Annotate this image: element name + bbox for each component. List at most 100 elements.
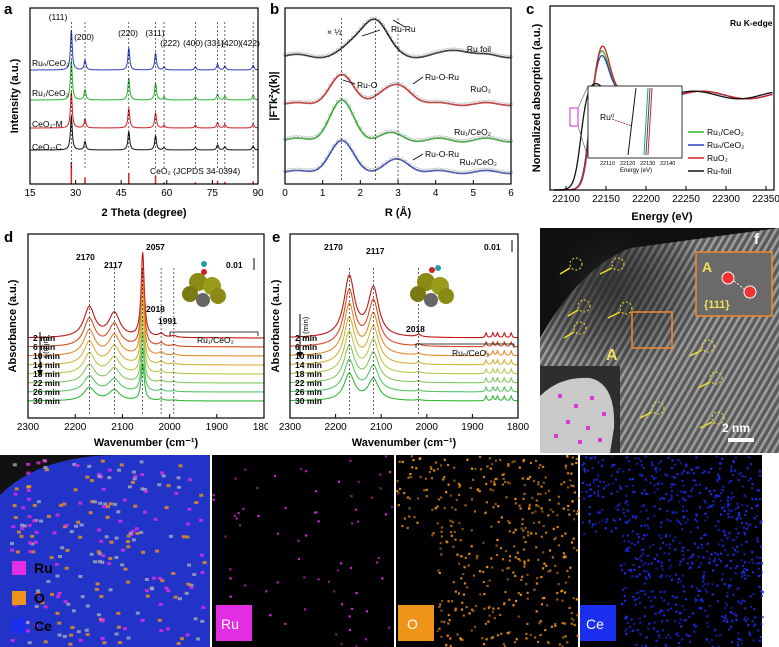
- exafs-fit-point: [298, 99, 302, 104]
- drifts-line: [27, 315, 264, 375]
- exafs-fit-point: [392, 129, 397, 134]
- exafs-fit-point: [388, 129, 393, 134]
- exafs-fit-point: [377, 165, 382, 170]
- exafs-fit-point: [403, 159, 408, 164]
- exafs-fit-point: [486, 51, 491, 55]
- x-tick-label: 1900: [206, 422, 229, 433]
- map-label-o: O: [407, 616, 418, 632]
- exafs-fit-point: [317, 132, 321, 137]
- x-tick-label: 2: [358, 188, 364, 199]
- panel-c: c 22100 22150 22200 22250 22300 22350 Energy …: [526, 1, 779, 223]
- exafs-fit-point: [373, 16, 378, 21]
- exafs-fit-point: [339, 137, 344, 142]
- peak-label: 1991: [158, 316, 177, 326]
- time-arrow-label: t (min): [41, 336, 50, 358]
- exafs-fit-point: [490, 168, 495, 172]
- panel-a-letter: a: [4, 1, 13, 18]
- exafs-fit-point: [403, 52, 408, 56]
- xanes-inset-label: Ru⁰: [600, 112, 615, 122]
- exafs-fit-point: [354, 155, 359, 160]
- peak-label: (111): [49, 12, 68, 22]
- exafs-fit-point: [358, 161, 363, 165]
- drifts-e-ylabel: Absorbance (a.u.): [270, 279, 282, 372]
- sample-label: Ru₁/CeO₂: [197, 335, 234, 345]
- exafs-fit-point: [467, 138, 472, 142]
- exafs-fit-point: [497, 53, 502, 58]
- exafs-fit-point: [335, 73, 340, 78]
- scale-label: 0.01: [484, 242, 501, 252]
- x-tick-label: 2100: [370, 422, 393, 433]
- exafs-fit-point: [414, 54, 419, 59]
- panel-c-letter: c: [526, 1, 534, 18]
- exafs-fit-point: [430, 51, 434, 56]
- exafs-fit-point: [471, 101, 476, 106]
- xanes-legend: Ru₁/CeO₂ Ruₙ/CeO₂ RuO₂ Ru-foil: [688, 127, 744, 176]
- x-tick-label: 2100: [111, 422, 134, 433]
- fft-spots: [721, 271, 757, 299]
- particle-ru-dots: [554, 394, 606, 444]
- exafs-fit-point: [388, 157, 393, 162]
- exafs-fit-point: [460, 139, 464, 143]
- xrd-sample-label: Ruₙ/CeO₂: [32, 58, 69, 68]
- panel-b-letter: b: [270, 1, 279, 18]
- exafs-fit-point: [354, 119, 359, 124]
- exafs-fit-point: [317, 97, 321, 102]
- exafs-fit-point: [418, 54, 423, 59]
- exafs-fit-point: [490, 100, 495, 104]
- exafs-annotation: Ru-O: [357, 80, 378, 90]
- exafs-fit-point: [384, 130, 389, 134]
- exafs-fit-point: [456, 170, 461, 175]
- exafs-fit-point: [505, 170, 510, 175]
- x-tick-label: 22300: [712, 194, 740, 205]
- peak-label: 2018: [146, 304, 165, 314]
- exafs-fit-point: [350, 111, 355, 116]
- exafs-fit-point: [301, 168, 306, 172]
- exafs-fit-point: [369, 16, 374, 21]
- panel-d: d 2300 2200 2100 2000 1900 1800 Wavenumber (c…: [4, 229, 268, 449]
- x-tick-label: 2300: [17, 422, 40, 433]
- region-label: A: [606, 347, 618, 364]
- exafs-fit-point: [479, 50, 483, 55]
- exafs-fit-point: [467, 170, 472, 174]
- exafs-fit-point: [309, 100, 314, 105]
- peak-label: (200): [74, 32, 94, 42]
- exafs-fit-point: [320, 161, 325, 166]
- drifts-e-frame: [289, 233, 519, 419]
- exafs-fit-point: [482, 50, 487, 55]
- exafs-fit-point: [441, 167, 446, 172]
- exafs-fit-point: [396, 81, 400, 86]
- exafs-annotation: Ru-O-Ru: [425, 149, 459, 159]
- map-label-ce: Ce: [586, 616, 604, 632]
- x-tick-label: 30: [70, 188, 82, 199]
- xrd-xlabel: 2 Theta (degree): [102, 207, 187, 219]
- exafs-fit-point: [494, 136, 498, 141]
- exafs-sample-label: Ru foil: [467, 44, 491, 54]
- panel-g: g Ru O Ce Ru O Ce: [0, 455, 765, 647]
- xrd-reference-label: CeO₂ (JCPDS 34-0394): [150, 166, 240, 176]
- xrd-sample-label: CeO₂-M: [32, 119, 63, 129]
- peak-label: (220): [118, 28, 138, 38]
- exafs-fit-point: [411, 137, 415, 142]
- xrd-line: [30, 92, 258, 129]
- exafs-fit-point: [426, 52, 430, 57]
- exafs-fit-point: [332, 77, 336, 82]
- exafs-annotation: Ru-Ru: [391, 24, 416, 34]
- exafs-fit-point: [290, 99, 295, 104]
- fft-inset: [695, 251, 773, 317]
- exafs-fit-point: [448, 169, 453, 173]
- exafs-fit-point: [347, 104, 351, 109]
- exafs-sample-label: Ru₁/CeO₂: [454, 127, 491, 137]
- exafs-fit-point: [366, 19, 370, 23]
- exafs-fit-point: [384, 84, 389, 89]
- exafs-line: [284, 18, 511, 59]
- peak-label: (400): [183, 38, 203, 48]
- xrd-sample-label: Ru₁/CeO₂: [32, 88, 69, 98]
- exafs-fit-point: [418, 97, 423, 102]
- exafs-fit-point: [430, 99, 434, 104]
- exafs-fit-point: [301, 52, 306, 56]
- peak-label: (311): [145, 28, 164, 38]
- drifts-line: [28, 331, 264, 384]
- drifts-line: [28, 268, 264, 348]
- exafs-fit-point: [497, 101, 502, 106]
